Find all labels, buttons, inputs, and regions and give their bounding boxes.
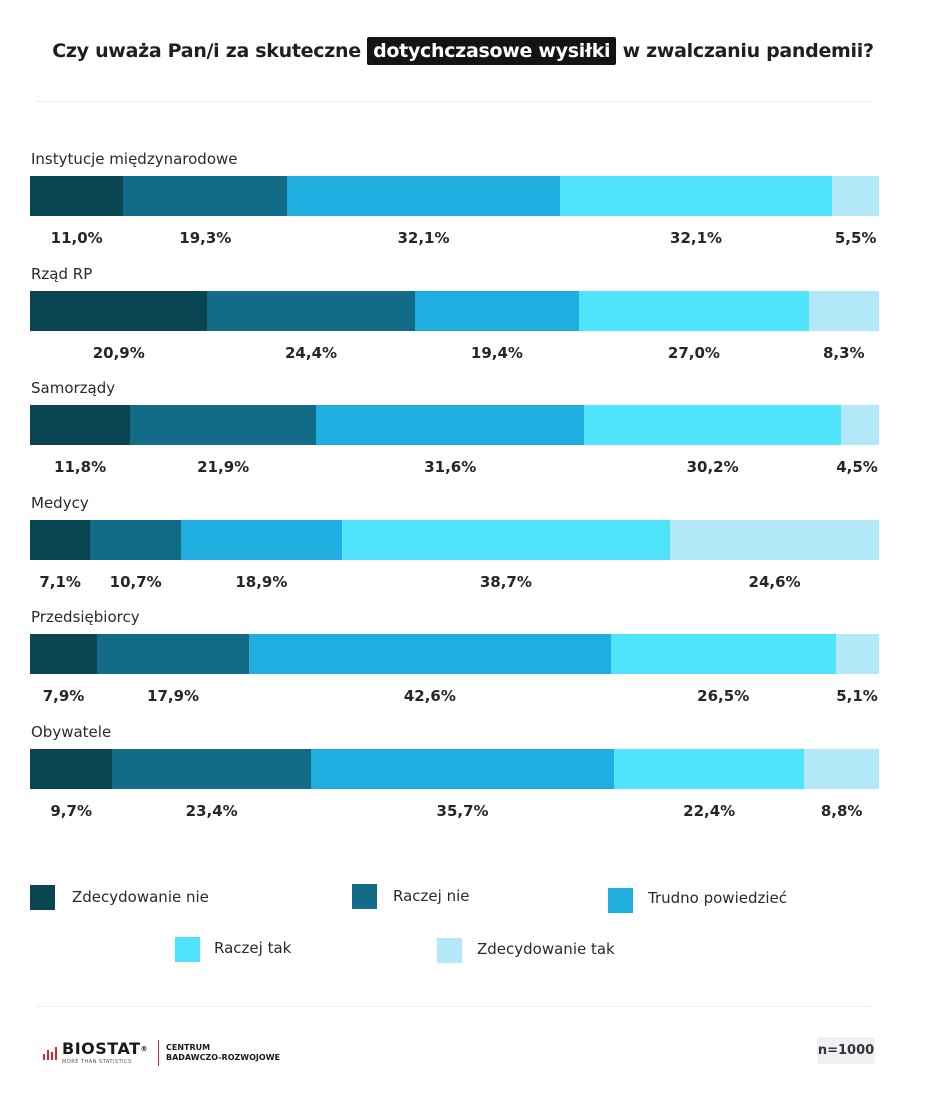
data-label: 42,6% [403, 687, 456, 705]
bar-segment [130, 405, 317, 445]
bar-segment [316, 405, 585, 445]
title-highlight: dotychczasowe wysiłki [367, 37, 617, 65]
bar-row [30, 176, 879, 216]
bar-segment [30, 405, 131, 445]
bar-segment [579, 290, 809, 331]
bar-segment [30, 519, 91, 560]
bar-segment [287, 176, 560, 216]
bar-segment [559, 176, 833, 216]
category-label: Medycy [31, 493, 89, 512]
data-label: 23,4% [185, 801, 238, 820]
category-label: Samorządy [31, 379, 116, 397]
bar-row [30, 405, 879, 445]
logo-org-line1: CENTRUM [166, 1043, 211, 1052]
bar-segment [414, 290, 580, 331]
data-label: 24,4% [284, 343, 338, 362]
bar-row [30, 748, 879, 789]
data-label: 32,1% [670, 229, 723, 247]
bar-segment [123, 176, 288, 216]
logo-org-line2: BADAWCZO-ROZWOJOWE [166, 1053, 280, 1062]
data-label: 5,1% [836, 687, 878, 705]
bar-segment [30, 290, 208, 331]
category-label: Instytucje międzynarodowe [31, 150, 238, 168]
biostat-logo: BIOSTAT® MORE THAN STATISTICS CENTRUM BA… [43, 1040, 280, 1066]
bar-segment [30, 748, 113, 789]
bar-segment [30, 634, 98, 674]
data-label: 26,5% [697, 687, 750, 705]
data-label: 20,9% [92, 343, 145, 362]
bar-segment [835, 634, 879, 674]
data-label: 7,1% [39, 572, 81, 591]
bar-segment [804, 748, 879, 789]
data-label: 7,9% [42, 687, 85, 705]
logo-registered: ® [140, 1045, 148, 1053]
legend-swatch [608, 888, 633, 913]
legend-label: Zdecydowanie nie [72, 888, 209, 906]
bar-segment [249, 634, 611, 674]
data-label: 32,1% [397, 229, 450, 247]
top-divider [37, 101, 871, 102]
data-label: 4,5% [836, 458, 878, 476]
logo-brand: BIOSTAT [62, 1039, 141, 1058]
data-label: 10,7% [109, 572, 162, 591]
title-suffix: w zwalczaniu pandemii? [622, 40, 874, 62]
bar-segment [112, 748, 311, 789]
legend-label: Raczej tak [214, 939, 292, 957]
sample-size-badge: n=1000 [817, 1037, 875, 1064]
data-label: 35,7% [436, 801, 489, 820]
data-label: 5,5% [834, 229, 877, 247]
bar-row [30, 519, 879, 560]
bar-segment [30, 176, 124, 216]
category-label: Rząd RP [31, 264, 93, 283]
logo-bars-icon [43, 1046, 57, 1060]
legend-swatch [30, 885, 55, 910]
bar-segment [610, 634, 836, 674]
bar-segment [181, 519, 342, 560]
logo-tagline: MORE THAN STATISTICS [62, 1059, 132, 1065]
data-label: 9,7% [50, 801, 92, 820]
data-label: 8,8% [820, 801, 863, 820]
bar-segment [90, 519, 182, 560]
data-label: 17,9% [147, 687, 200, 705]
data-label: 11,0% [50, 229, 103, 247]
data-label: 18,9% [235, 572, 288, 591]
bar-segment [808, 290, 879, 331]
legend-label: Zdecydowanie tak [477, 940, 615, 958]
data-label: 22,4% [683, 801, 736, 820]
data-label: 30,2% [686, 458, 739, 476]
legend-swatch [175, 937, 200, 962]
bar-segment [311, 748, 615, 789]
bar-segment [341, 519, 671, 560]
logo-separator [158, 1040, 159, 1066]
bar-segment [614, 748, 805, 789]
data-label: 11,8% [54, 458, 107, 476]
data-label: 27,0% [667, 343, 720, 362]
data-label: 38,7% [479, 572, 532, 591]
legend-swatch [352, 884, 377, 909]
category-label: Obywatele [31, 722, 112, 741]
logo-org: CENTRUM BADAWCZO-ROZWOJOWE [166, 1043, 280, 1063]
title-prefix: Czy uważa Pan/i za skuteczne [52, 40, 361, 62]
bottom-divider [37, 1006, 871, 1007]
data-label: 31,6% [424, 458, 477, 476]
data-label: 19,4% [470, 343, 523, 362]
bar-segment [207, 290, 415, 331]
data-label: 21,9% [197, 458, 250, 476]
bar-segment [840, 405, 879, 445]
legend-label: Raczej nie [393, 887, 470, 905]
bar-segment [832, 176, 879, 216]
bar-segment [670, 519, 879, 560]
data-label: 19,3% [179, 229, 232, 247]
bar-segment [97, 634, 250, 674]
chart-title: Czy uważa Pan/i za skuteczne dotychczaso… [0, 37, 926, 65]
bar-segment [584, 405, 841, 445]
legend-label: Trudno powiedzieć [648, 889, 788, 907]
bar-row [30, 290, 879, 331]
legend-swatch [437, 938, 462, 963]
data-label: 24,6% [748, 572, 801, 591]
category-label: Przedsiębiorcy [31, 608, 140, 626]
bar-row [30, 634, 879, 674]
data-label: 8,3% [822, 343, 865, 362]
